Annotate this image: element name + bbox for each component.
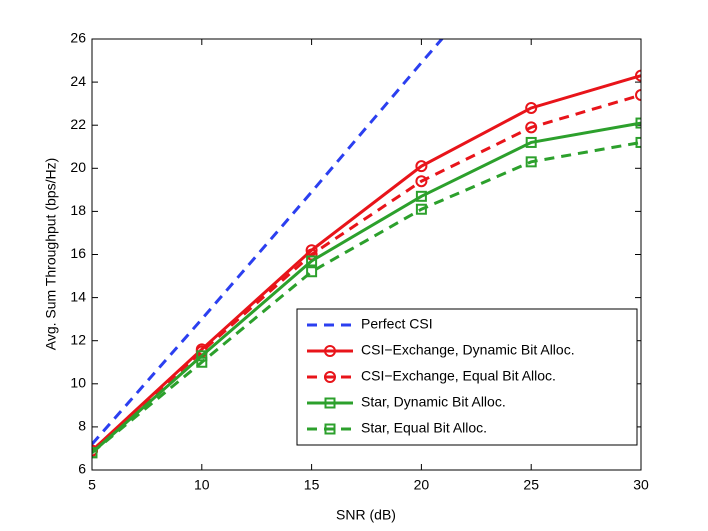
data-point: [92, 447, 98, 459]
y-tick-label: 26: [70, 30, 86, 46]
data-point: [525, 101, 538, 114]
data-point: [415, 160, 428, 173]
data-point: [525, 156, 537, 168]
y-tick-label: 14: [70, 288, 86, 304]
x-tick-label: 25: [523, 477, 539, 493]
data-point: [415, 203, 427, 215]
data-point: [525, 121, 538, 134]
data-point: [196, 356, 208, 368]
data-point: [525, 136, 537, 148]
x-tick-label: 20: [414, 477, 430, 493]
data-point: [306, 266, 318, 278]
y-tick-label: 8: [78, 418, 86, 434]
x-axis-label: SNR (dB): [336, 507, 396, 523]
legend-label: Star, Dynamic Bit Alloc.: [361, 394, 506, 410]
x-tick-label: 15: [304, 477, 320, 493]
legend-box: [296, 308, 638, 446]
data-point: [415, 190, 427, 202]
legend-marker: [324, 371, 336, 383]
series-line: [92, 39, 444, 446]
y-tick-label: 12: [70, 331, 86, 347]
x-tick-label: 30: [633, 477, 649, 493]
y-tick-label: 10: [70, 375, 86, 391]
data-point: [196, 350, 208, 362]
legend-label: Perfect CSI: [361, 316, 433, 332]
data-point: [306, 255, 318, 267]
legend-label: Star, Equal Bit Alloc.: [361, 420, 487, 436]
y-tick-label: 20: [70, 159, 86, 175]
data-point: [635, 69, 641, 82]
legend-marker: [324, 423, 336, 435]
series-line: [92, 121, 641, 454]
data-point: [635, 89, 641, 102]
data-point: [635, 136, 641, 148]
y-tick-label: 24: [70, 73, 86, 89]
legend-marker: [324, 345, 336, 357]
x-tick-label: 5: [88, 477, 96, 493]
data-point: [415, 175, 428, 188]
y-tick-label: 22: [70, 116, 86, 132]
y-tick-label: 18: [70, 202, 86, 218]
legend-label: CSI−Exchange, Equal Bit Alloc.: [361, 368, 556, 384]
y-axis-label: Avg. Sum Throughput (bps/Hz): [43, 158, 59, 350]
y-tick-label: 16: [70, 245, 86, 261]
data-point: [635, 117, 641, 129]
series-line: [92, 93, 641, 452]
plot-area: [92, 39, 641, 459]
series-line: [92, 140, 641, 454]
x-tick-label: 10: [194, 477, 210, 493]
legend-label: CSI−Exchange, Dynamic Bit Alloc.: [361, 342, 575, 358]
plot-frame: [91, 38, 642, 471]
y-tick-label: 6: [78, 461, 86, 477]
legend-marker: [324, 397, 336, 409]
